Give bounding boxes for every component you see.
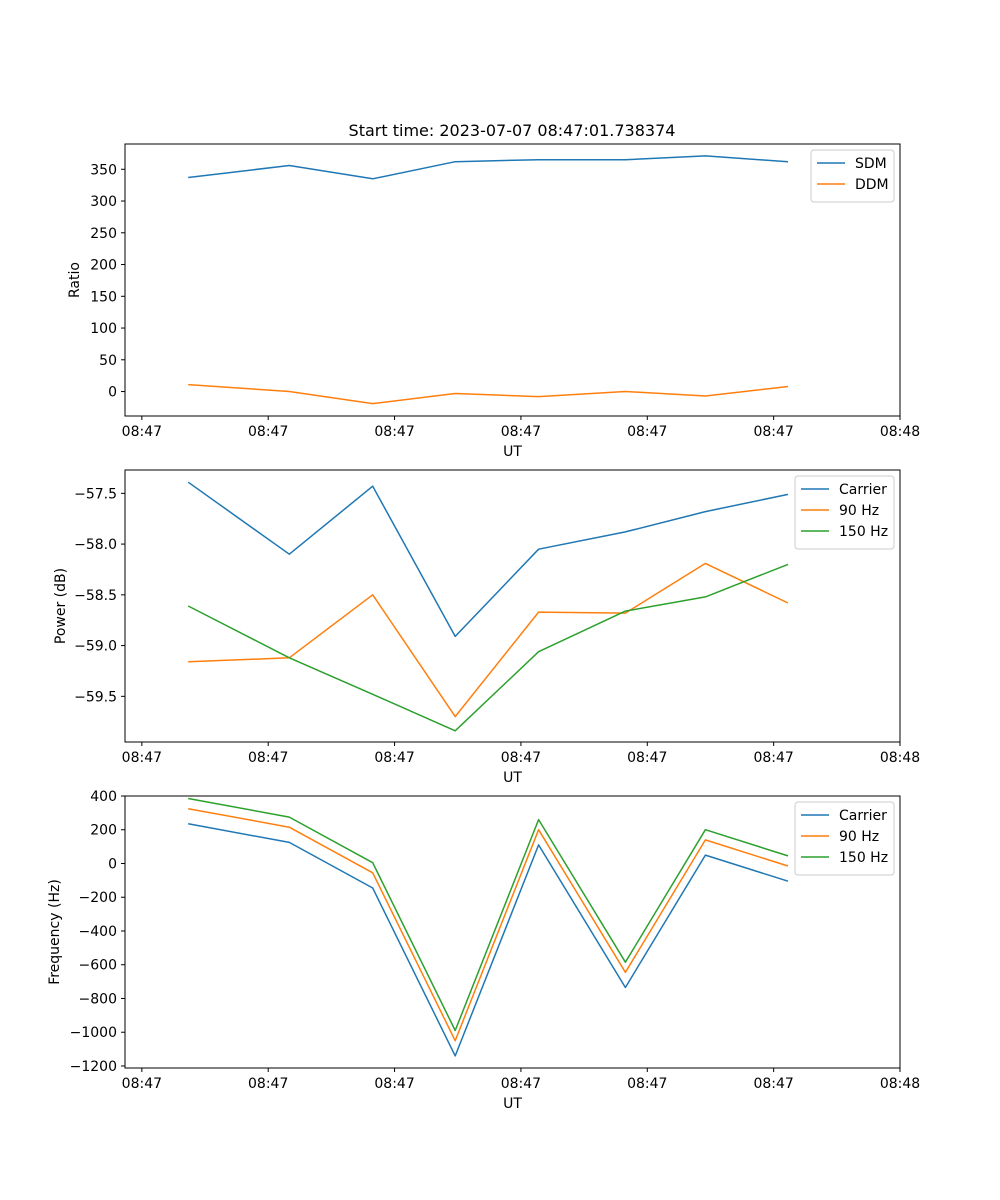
legend-label: SDM bbox=[855, 156, 887, 172]
series-line-ddm bbox=[188, 383, 789, 405]
y-tick-label: 100 bbox=[90, 321, 117, 337]
legend-label: Carrier bbox=[839, 482, 887, 498]
y-tick-label: −200 bbox=[79, 890, 117, 906]
y-tick-label: 150 bbox=[90, 289, 117, 305]
y-tick-label: 400 bbox=[90, 789, 117, 805]
x-tick-label: 08:47 bbox=[374, 1076, 414, 1092]
legend-label: 90 Hz bbox=[839, 503, 879, 519]
x-tick-label: 08:47 bbox=[501, 1076, 541, 1092]
x-tick-label: 08:47 bbox=[374, 424, 414, 440]
y-tick-label: −1000 bbox=[70, 1025, 117, 1041]
y-tick-label: 350 bbox=[90, 162, 117, 178]
x-tick-label: 08:47 bbox=[753, 1076, 793, 1092]
y-tick-label: −59.5 bbox=[74, 689, 117, 705]
chart-panels: 08:47 08:47 08:47 08:47 08:47 08:47 08:48 0 50 10… bbox=[47, 143, 920, 1112]
x-tick-label: 08:47 bbox=[248, 424, 288, 440]
axes-frame bbox=[124, 143, 901, 417]
legend-label: DDM bbox=[855, 177, 889, 193]
x-tick-label: 08:48 bbox=[880, 424, 920, 440]
x-tick-label: 08:47 bbox=[122, 1076, 162, 1092]
legend: Carrier 90 Hz 150 Hz bbox=[794, 801, 895, 876]
x-tick-label: 08:47 bbox=[501, 424, 541, 440]
x-axis-label: UT bbox=[503, 770, 522, 786]
x-tick-label: 08:47 bbox=[753, 750, 793, 766]
y-tick-label: 250 bbox=[90, 226, 117, 242]
x-tick-label: 08:47 bbox=[753, 424, 793, 440]
x-tick-label: 08:47 bbox=[374, 750, 414, 766]
x-axis-label: UT bbox=[503, 1096, 522, 1112]
y-tick-label: −57.5 bbox=[74, 486, 117, 502]
legend: Carrier 90 Hz 150 Hz bbox=[794, 475, 895, 550]
series-line-sdm bbox=[188, 155, 789, 180]
legend-label: 90 Hz bbox=[839, 829, 879, 845]
y-tick-label: 0 bbox=[108, 385, 117, 401]
x-tick-label: 08:47 bbox=[627, 750, 667, 766]
y-tick-label: 50 bbox=[99, 353, 117, 369]
series-line-carrier bbox=[187, 481, 789, 638]
x-tick-label: 08:47 bbox=[248, 750, 288, 766]
y-tick-label: −400 bbox=[79, 924, 117, 940]
x-tick-label: 08:47 bbox=[627, 1076, 667, 1092]
x-tick-label: 08:48 bbox=[880, 750, 920, 766]
x-tick-label: 08:47 bbox=[122, 750, 162, 766]
chart-panel-1: 08:47 08:47 08:47 08:47 08:47 08:47 08:48 0 50 10… bbox=[67, 143, 920, 460]
series-line-90-hz bbox=[188, 807, 789, 1042]
chart-panel-2: 08:47 08:47 08:47 08:47 08:47 08:47 08:48 −59.5… bbox=[53, 469, 920, 786]
legend-label: 150 Hz bbox=[839, 524, 888, 540]
legend-label: Carrier bbox=[839, 808, 887, 824]
x-tick-label: 08:47 bbox=[248, 1076, 288, 1092]
y-tick-label: −59.0 bbox=[74, 639, 117, 655]
x-axis-label: UT bbox=[503, 444, 522, 460]
y-tick-label: 200 bbox=[90, 823, 117, 839]
series-line-carrier bbox=[188, 823, 789, 1057]
y-tick-label: −1200 bbox=[70, 1059, 117, 1075]
y-axis-label: Power (dB) bbox=[53, 568, 69, 644]
chart-panel-3: 08:47 08:47 08:47 08:47 08:47 08:47 08:48 −1200… bbox=[47, 789, 920, 1112]
y-axis-label: Ratio bbox=[67, 262, 83, 298]
y-tick-label: −58.0 bbox=[74, 537, 117, 553]
y-tick-label: −600 bbox=[79, 958, 117, 974]
y-tick-label: 300 bbox=[90, 194, 117, 210]
y-tick-label: −58.5 bbox=[74, 588, 117, 604]
y-tick-label: 200 bbox=[90, 258, 117, 274]
legend: SDM DDM bbox=[810, 149, 895, 203]
y-axis-label: Frequency (Hz) bbox=[47, 879, 63, 985]
axes-frame bbox=[124, 469, 901, 743]
legend-label: 150 Hz bbox=[839, 850, 888, 866]
y-tick-label: −800 bbox=[79, 991, 117, 1007]
x-tick-label: 08:47 bbox=[122, 424, 162, 440]
axes-frame bbox=[124, 795, 901, 1069]
x-tick-label: 08:47 bbox=[627, 424, 667, 440]
x-tick-label: 08:48 bbox=[880, 1076, 920, 1092]
figure-title: Start time: 2023-07-07 08:47:01.738374 bbox=[349, 121, 676, 140]
y-tick-label: 0 bbox=[108, 856, 117, 872]
series-line-90-hz bbox=[188, 562, 789, 718]
x-tick-label: 08:47 bbox=[501, 750, 541, 766]
series-line-150-hz bbox=[188, 797, 789, 1032]
series-line-150-hz bbox=[187, 563, 789, 732]
